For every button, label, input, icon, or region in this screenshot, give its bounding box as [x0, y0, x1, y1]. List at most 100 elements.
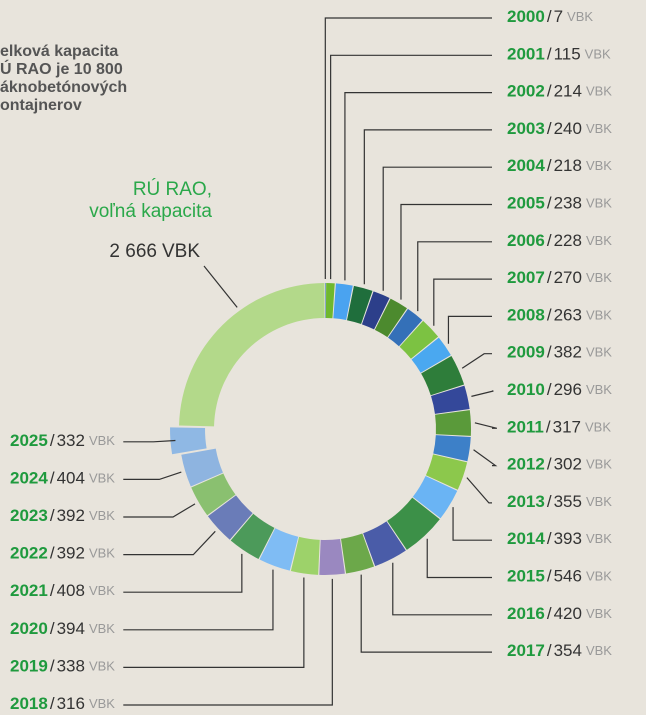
donut-segment	[430, 385, 470, 414]
label-separator: /	[547, 455, 552, 474]
label-separator: /	[50, 619, 55, 638]
label-unit: VBK	[586, 494, 612, 509]
label-unit: VBK	[567, 9, 593, 24]
leader-line	[123, 503, 196, 518]
label-separator: /	[50, 544, 55, 563]
label-value: 270	[554, 269, 582, 288]
label-value: 228	[554, 231, 582, 250]
label-value: 338	[57, 657, 85, 676]
segment-label: 2010/296 VBK	[507, 380, 612, 399]
label-separator: /	[50, 582, 55, 601]
donut-segment	[259, 528, 299, 571]
label-separator: /	[547, 492, 552, 511]
label-value: 302	[554, 455, 582, 474]
segment-label: 2025/332 VBK	[10, 431, 115, 450]
segment-label: 2015/546 VBK	[507, 567, 612, 586]
label-separator: /	[546, 418, 551, 437]
title-line: Ú RAO je 10 800	[0, 59, 123, 78]
label-year: 2023	[10, 506, 48, 525]
leader-line	[123, 471, 182, 480]
label-separator: /	[547, 567, 552, 586]
label-separator: /	[547, 269, 552, 288]
leader-line	[433, 278, 492, 326]
segment-label: 2021/408 VBK	[10, 582, 115, 601]
leader-line	[123, 577, 305, 669]
label-separator: /	[50, 694, 55, 713]
label-unit: VBK	[89, 659, 115, 674]
segment-label: 2024/404 VBK	[10, 469, 115, 488]
segment-label: 2009/382 VBK	[507, 343, 612, 362]
label-unit: VBK	[585, 420, 611, 435]
label-value: 404	[57, 469, 85, 488]
label-value: 382	[554, 343, 582, 362]
leader-line	[466, 477, 492, 504]
label-separator: /	[547, 380, 552, 399]
label-value: 394	[57, 619, 85, 638]
segment-label: 2017/354 VBK	[507, 642, 612, 661]
segment-label: 2019/338 VBK	[10, 657, 115, 676]
label-unit: VBK	[89, 621, 115, 636]
label-separator: /	[50, 431, 55, 450]
leader-line	[400, 203, 492, 300]
donut-segment	[333, 283, 353, 321]
label-value: 240	[554, 119, 582, 138]
free-capacity-value: 2 666 VBK	[109, 241, 200, 262]
label-separator: /	[547, 343, 552, 362]
label-separator: /	[547, 157, 552, 176]
leader-line	[473, 449, 498, 467]
label-separator: /	[547, 306, 552, 325]
label-value: 546	[554, 567, 582, 586]
label-value: 218	[554, 157, 582, 176]
label-year: 2008	[507, 306, 545, 325]
label-unit: VBK	[89, 471, 115, 486]
donut-segment	[433, 435, 471, 462]
free-capacity-label: voľná kapacita	[89, 201, 212, 222]
leader-line	[123, 578, 333, 706]
leader-line	[417, 241, 492, 312]
label-value: 263	[554, 306, 582, 325]
label-year: 2024	[10, 469, 48, 488]
label-year: 2020	[10, 619, 48, 638]
label-unit: VBK	[586, 196, 612, 211]
segment-label: 2005/238 VBK	[507, 194, 612, 213]
leader-line	[382, 166, 492, 291]
label-value: 332	[57, 431, 85, 450]
segment-label: 2003/240 VBK	[507, 119, 612, 138]
label-year: 2022	[10, 544, 48, 563]
free-value: 2 666	[109, 241, 157, 262]
title-line: elková kapacita	[0, 43, 118, 60]
label-year: 2002	[507, 82, 545, 101]
leader-line	[123, 553, 243, 593]
label-separator: /	[547, 45, 552, 64]
label-unit: VBK	[586, 308, 612, 323]
leader-line	[203, 265, 238, 308]
segment-label: 2012/302 VBK	[507, 455, 612, 474]
donut-segment	[325, 283, 335, 319]
segment-label: 2022/392 VBK	[10, 544, 115, 563]
donut-segment	[181, 448, 223, 487]
leader-line	[471, 390, 494, 397]
leader-line	[324, 17, 492, 280]
label-year: 2003	[507, 119, 545, 138]
donut-segment	[411, 337, 451, 373]
label-year: 2009	[507, 343, 545, 362]
leader-line	[360, 574, 492, 653]
free-unit: VBK	[162, 241, 200, 262]
label-year: 2014	[507, 530, 545, 549]
label-separator: /	[547, 7, 552, 26]
leader-line	[461, 353, 492, 369]
label-unit: VBK	[89, 584, 115, 599]
donut-segment	[191, 473, 236, 516]
label-value: 317	[553, 418, 581, 437]
label-year: 2007	[507, 269, 545, 288]
segment-label: 2004/218 VBK	[507, 157, 612, 176]
label-unit: VBK	[586, 84, 612, 99]
label-separator: /	[547, 642, 552, 661]
label-unit: VBK	[89, 696, 115, 711]
label-value: 214	[554, 82, 582, 101]
label-year: 2021	[10, 582, 48, 601]
title-line: áknobetónových	[0, 79, 127, 96]
label-unit: VBK	[586, 606, 612, 621]
donut-segment	[325, 283, 326, 319]
label-unit: VBK	[586, 457, 612, 472]
